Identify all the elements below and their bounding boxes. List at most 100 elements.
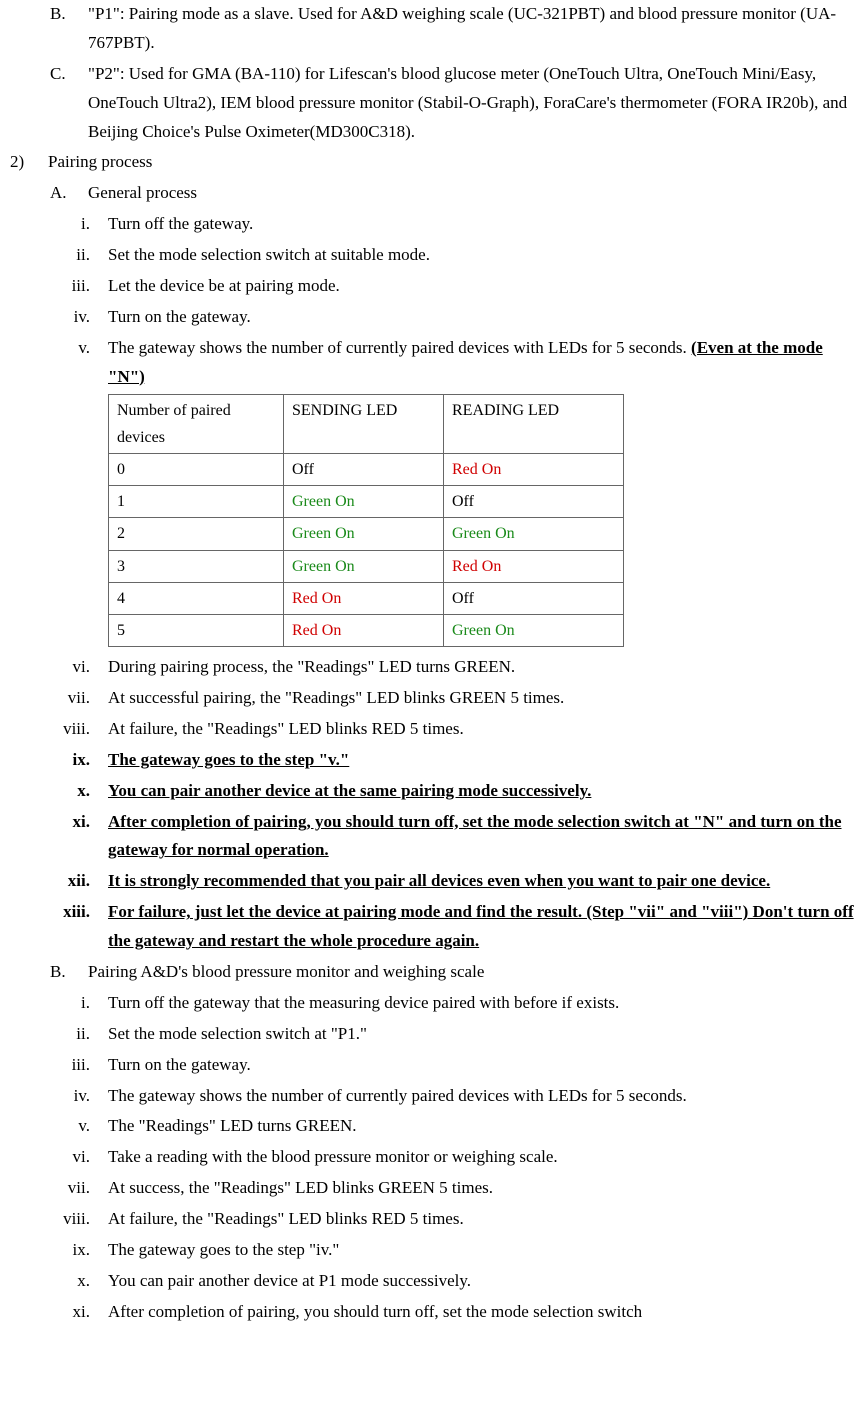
cell-num: 5 xyxy=(109,614,284,646)
col-header: SENDING LED xyxy=(284,394,444,453)
led-status-table: Number of paired devices SENDING LED REA… xyxy=(108,394,624,648)
item-text: You can pair another device at the same … xyxy=(108,777,854,806)
table-row: 5 Red On Green On xyxy=(109,614,624,646)
table-row: 0 Off Red On xyxy=(109,453,624,485)
section-title: Pairing process xyxy=(48,148,854,177)
marker: x. xyxy=(50,777,108,806)
marker: xiii. xyxy=(50,898,108,956)
list-item-a-i: i. Turn off the gateway. xyxy=(50,210,854,239)
item-text: Turn off the gateway that the measuring … xyxy=(108,989,854,1018)
list-item-a-vi: vi. During pairing process, the "Reading… xyxy=(50,653,854,682)
table-row: 1 Green On Off xyxy=(109,486,624,518)
list-item-a-x: x. You can pair another device at the sa… xyxy=(50,777,854,806)
cell-reading: Red On xyxy=(444,453,624,485)
marker: 2) xyxy=(10,148,48,177)
marker: ii. xyxy=(50,241,108,270)
marker: iv. xyxy=(50,1082,108,1111)
section-b-header: B. Pairing A&D's blood pressure monitor … xyxy=(50,958,854,987)
list-item-b-vi: vi. Take a reading with the blood pressu… xyxy=(50,1143,854,1172)
marker: iii. xyxy=(50,1051,108,1080)
marker: ii. xyxy=(50,1020,108,1049)
marker: ix. xyxy=(50,746,108,775)
cell-num: 4 xyxy=(109,582,284,614)
item-text: During pairing process, the "Readings" L… xyxy=(108,653,854,682)
item-text: At successful pairing, the "Readings" LE… xyxy=(108,684,854,713)
cell-sending: Red On xyxy=(284,582,444,614)
list-item-a-v: v. The gateway shows the number of curre… xyxy=(50,334,854,651)
item-text: Turn off the gateway. xyxy=(108,210,854,239)
cell-reading: Green On xyxy=(444,518,624,550)
item-text: Set the mode selection switch at "P1." xyxy=(108,1020,854,1049)
list-item-1c: C. "P2": Used for GMA (BA-110) for Lifes… xyxy=(50,60,854,147)
item-text: It is strongly recommended that you pair… xyxy=(108,867,854,896)
list-item-b-x: x. You can pair another device at P1 mod… xyxy=(50,1267,854,1296)
list-item-a-viii: viii. At failure, the "Readings" LED bli… xyxy=(50,715,854,744)
list-item-b-viii: viii. At failure, the "Readings" LED bli… xyxy=(50,1205,854,1234)
marker: xi. xyxy=(50,808,108,866)
marker: C. xyxy=(50,60,88,147)
marker: i. xyxy=(50,989,108,1018)
list-item-b-iii: iii. Turn on the gateway. xyxy=(50,1051,854,1080)
item-text: You can pair another device at P1 mode s… xyxy=(108,1267,854,1296)
cell-reading: Off xyxy=(444,582,624,614)
item-text: "P1": Pairing mode as a slave. Used for … xyxy=(88,0,854,58)
item-text: Turn on the gateway. xyxy=(108,303,854,332)
item-text: Turn on the gateway. xyxy=(108,1051,854,1080)
item-text: The "Readings" LED turns GREEN. xyxy=(108,1112,854,1141)
marker: viii. xyxy=(50,715,108,744)
section-title: Pairing A&D's blood pressure monitor and… xyxy=(88,958,854,987)
table-row: 2 Green On Green On xyxy=(109,518,624,550)
list-item-a-xiii: xiii. For failure, just let the device a… xyxy=(50,898,854,956)
item-text: Take a reading with the blood pressure m… xyxy=(108,1143,854,1172)
marker: x. xyxy=(50,1267,108,1296)
marker: iv. xyxy=(50,303,108,332)
col-header: Number of paired devices xyxy=(109,394,284,453)
item-text: Let the device be at pairing mode. xyxy=(108,272,854,301)
item-text: At success, the "Readings" LED blinks GR… xyxy=(108,1174,854,1203)
list-item-a-xi: xi. After completion of pairing, you sho… xyxy=(50,808,854,866)
marker: v. xyxy=(50,334,108,651)
marker: vi. xyxy=(50,653,108,682)
list-item-a-xii: xii. It is strongly recommended that you… xyxy=(50,867,854,896)
list-item-a-vii: vii. At successful pairing, the "Reading… xyxy=(50,684,854,713)
marker: iii. xyxy=(50,272,108,301)
col-header: READING LED xyxy=(444,394,624,453)
cell-sending: Off xyxy=(284,453,444,485)
cell-reading: Green On xyxy=(444,614,624,646)
list-item-b-xi: xi. After completion of pairing, you sho… xyxy=(50,1298,854,1327)
marker: xii. xyxy=(50,867,108,896)
cell-sending: Green On xyxy=(284,518,444,550)
marker: i. xyxy=(50,210,108,239)
item-text: The gateway goes to the step "v." xyxy=(108,746,854,775)
item-text: The gateway shows the number of currentl… xyxy=(108,334,854,651)
marker: B. xyxy=(50,958,88,987)
cell-num: 0 xyxy=(109,453,284,485)
cell-reading: Red On xyxy=(444,550,624,582)
text-prefix: The gateway shows the number of currentl… xyxy=(108,338,691,357)
list-item-b-ix: ix. The gateway goes to the step "iv." xyxy=(50,1236,854,1265)
table-header-row: Number of paired devices SENDING LED REA… xyxy=(109,394,624,453)
list-item-b-iv: iv. The gateway shows the number of curr… xyxy=(50,1082,854,1111)
cell-sending: Green On xyxy=(284,550,444,582)
item-text: "P2": Used for GMA (BA-110) for Lifescan… xyxy=(88,60,854,147)
marker: A. xyxy=(50,179,88,208)
list-item-b-i: i. Turn off the gateway that the measuri… xyxy=(50,989,854,1018)
marker: vii. xyxy=(50,1174,108,1203)
cell-num: 3 xyxy=(109,550,284,582)
list-item-b-v: v. The "Readings" LED turns GREEN. xyxy=(50,1112,854,1141)
table-row: 4 Red On Off xyxy=(109,582,624,614)
item-text: After completion of pairing, you should … xyxy=(108,1298,854,1327)
item-text: For failure, just let the device at pair… xyxy=(108,898,854,956)
list-item-a-iv: iv. Turn on the gateway. xyxy=(50,303,854,332)
cell-num: 2 xyxy=(109,518,284,550)
marker: B. xyxy=(50,0,88,58)
list-item-1b: B. "P1": Pairing mode as a slave. Used f… xyxy=(50,0,854,58)
item-text: Set the mode selection switch at suitabl… xyxy=(108,241,854,270)
section-a-header: A. General process xyxy=(50,179,854,208)
table-row: 3 Green On Red On xyxy=(109,550,624,582)
section-title: General process xyxy=(88,179,854,208)
item-text: At failure, the "Readings" LED blinks RE… xyxy=(108,1205,854,1234)
marker: viii. xyxy=(50,1205,108,1234)
list-item-a-ii: ii. Set the mode selection switch at sui… xyxy=(50,241,854,270)
item-text: After completion of pairing, you should … xyxy=(108,808,854,866)
